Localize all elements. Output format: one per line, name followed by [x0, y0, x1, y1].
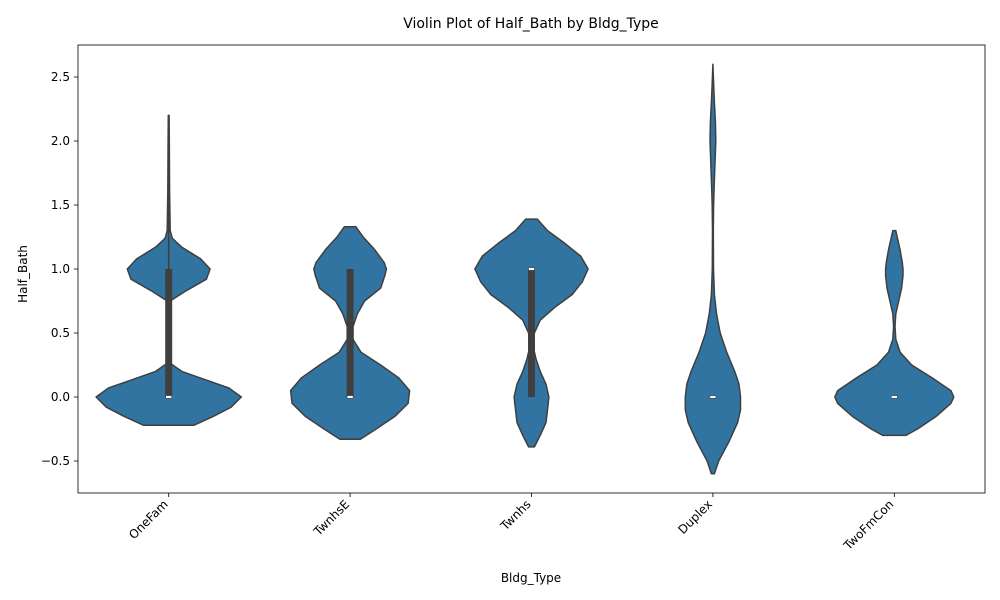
median-Duplex: [709, 395, 717, 399]
x-tick-label-TwoFmCon: TwoFmCon: [840, 497, 896, 553]
median-TwnhsE: [346, 395, 354, 399]
x-tick-label-Twnhs: Twnhs: [497, 497, 534, 534]
plot-frame: [77, 44, 986, 494]
x-axis-label: Bldg_Type: [501, 571, 561, 585]
median-TwoFmCon: [890, 395, 898, 399]
chart-title: Violin Plot of Half_Bath by Bldg_Type: [403, 16, 659, 32]
median-Twnhs: [528, 267, 535, 271]
y-axis: −0.5 0.0 0.5 1.0 1.5 2.0 2.5: [41, 70, 78, 468]
y-tick-label: 0.5: [51, 326, 70, 340]
y-tick-label: −0.5: [41, 454, 70, 468]
x-tick-label-Duplex: Duplex: [675, 497, 715, 537]
y-tick-label: 1.5: [51, 198, 70, 212]
y-tick-label: 2.5: [51, 70, 70, 84]
y-tick-label: 0.0: [51, 390, 70, 404]
y-axis-label: Half_Bath: [16, 245, 30, 303]
y-tick-label: 2.0: [51, 134, 70, 148]
x-tick-label-TwnhsE: TwnhsE: [310, 497, 352, 539]
violin-Duplex: [684, 63, 742, 475]
iqr-box-OneFam: [165, 269, 173, 397]
x-tick-label-OneFam: OneFam: [126, 497, 171, 542]
iqr-box-TwnhsE: [346, 269, 354, 397]
iqr-box-Twnhs: [528, 269, 535, 397]
violins-group: [95, 63, 955, 475]
violin-TwoFmCon: [834, 229, 955, 437]
x-axis: OneFam TwnhsE Twnhs Duplex TwoFmCon: [126, 493, 896, 553]
boxes-group: [165, 141, 898, 399]
y-tick-label: 1.0: [51, 262, 70, 276]
median-OneFam: [165, 395, 172, 399]
